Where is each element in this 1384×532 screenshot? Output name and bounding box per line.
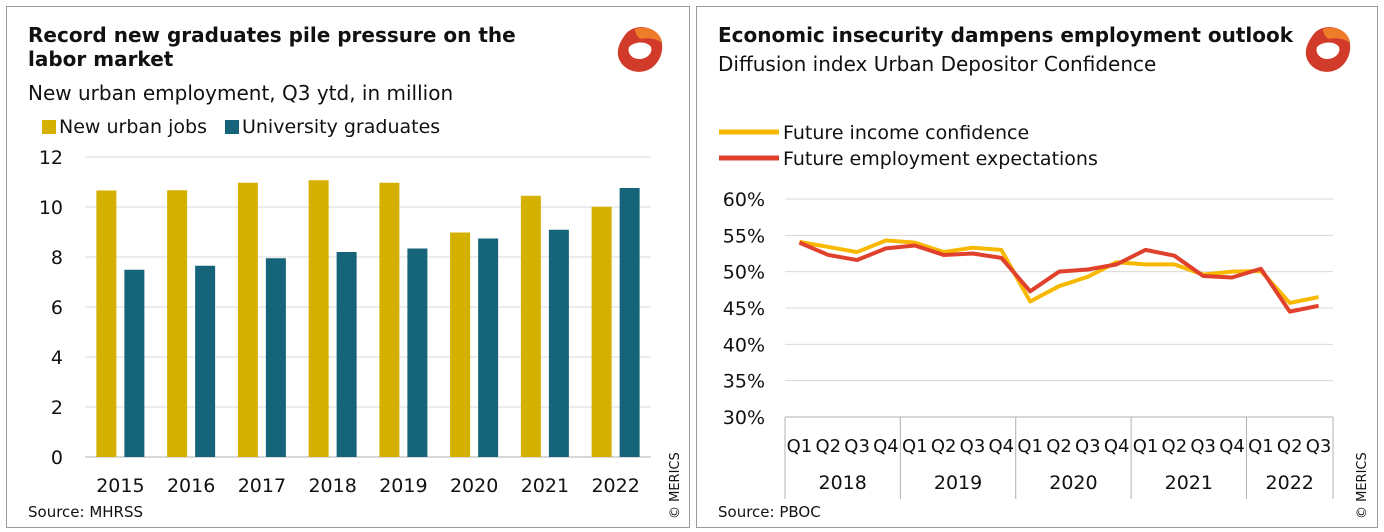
x-tick-label: Q3 — [844, 436, 870, 457]
right-chart-title: Economic insecurity dampens employment o… — [718, 23, 1294, 47]
y-tick-label: 12 — [39, 147, 63, 169]
y-tick-label: 6 — [51, 297, 63, 319]
bar-university-graduates — [195, 265, 216, 457]
x-tick-label: Q2 — [815, 436, 841, 457]
merics-logo-icon — [1305, 27, 1351, 72]
x-tick-label: Q3 — [1306, 436, 1332, 457]
line-chart: Future income confidence Future employmen… — [719, 122, 1334, 499]
legend-swatch-0 — [42, 120, 56, 134]
bar-university-graduates — [619, 188, 640, 457]
bar-university-graduates — [124, 269, 145, 457]
x-tick-label: 2021 — [521, 475, 569, 497]
right-chart-subtitle: Diffusion index Urban Depositor Confiden… — [718, 52, 1157, 76]
x-tick-label: Q3 — [960, 436, 986, 457]
year-label: 2019 — [934, 472, 982, 494]
x-tick-label: Q1 — [902, 436, 928, 457]
x-tick-label: Q2 — [1277, 436, 1303, 457]
y-tick-label: 35% — [723, 371, 765, 393]
x-tick-label: Q1 — [1248, 436, 1274, 457]
x-tick-label: Q4 — [1219, 436, 1245, 457]
y-tick-label: 2 — [51, 397, 63, 419]
legend-label-1: University graduates — [242, 116, 440, 138]
right-copyright: © MERICS — [1355, 452, 1370, 519]
x-tick-label: Q1 — [1017, 436, 1043, 457]
legend-label-0: Future income confidence — [783, 122, 1029, 144]
year-label: 2018 — [819, 472, 867, 494]
bar-new-urban-jobs — [96, 190, 117, 457]
x-tick-label: Q2 — [1046, 436, 1072, 457]
legend-label-1: Future employment expectations — [783, 148, 1098, 170]
bar-new-urban-jobs — [591, 206, 612, 457]
bar-new-urban-jobs — [167, 190, 188, 457]
bar-university-graduates — [336, 252, 357, 457]
x-tick-label: Q4 — [873, 436, 899, 457]
x-tick-label: Q1 — [787, 436, 813, 457]
left-source: Source: MHRSS — [28, 503, 144, 521]
y-tick-label: 55% — [723, 225, 765, 247]
y-tick-label: 0 — [51, 447, 63, 469]
y-tick-label: 8 — [51, 247, 63, 269]
bar-university-graduates — [548, 229, 569, 457]
left-title-line1: Record new graduates pile pressure on th… — [28, 23, 516, 47]
legend-swatch-1 — [224, 120, 239, 134]
y-tick-label: 40% — [723, 334, 765, 356]
x-tick-label: 2019 — [379, 475, 427, 497]
left-title-line2: labor market — [28, 47, 174, 71]
x-tick-label: Q3 — [1190, 436, 1216, 457]
left-chart-title: Record new graduates pile pressure on th… — [28, 23, 516, 71]
bar-university-graduates — [478, 238, 499, 457]
bar-chart: New urban jobs University graduates 0 2 4 6 8 1… — [39, 116, 651, 497]
bar-new-urban-jobs — [237, 182, 258, 457]
bar-university-graduates — [407, 248, 428, 457]
merics-logo-icon — [617, 27, 663, 72]
left-chart-panel: Record new graduates pile pressure on th… — [6, 6, 690, 528]
y-tick-label: 60% — [723, 189, 765, 211]
legend-label-0: New urban jobs — [59, 116, 207, 138]
bar-new-urban-jobs — [520, 195, 541, 457]
x-tick-label: Q2 — [1162, 436, 1188, 457]
left-copyright: © MERICS — [668, 452, 683, 519]
x-tick-label: 2016 — [167, 475, 215, 497]
series-line-future-income-confidence — [799, 238, 1319, 305]
year-label: 2021 — [1165, 472, 1213, 494]
bar-new-urban-jobs — [450, 232, 471, 457]
left-chart-subtitle: New urban employment, Q3 ytd, in million — [28, 81, 454, 105]
x-tick-label: 2015 — [96, 475, 144, 497]
y-tick-label: 45% — [723, 298, 765, 320]
year-label: 2022 — [1266, 472, 1314, 494]
series-line-future-employment-expectations — [798, 240, 1319, 314]
bar-new-urban-jobs — [379, 182, 400, 457]
x-tick-label: 2022 — [591, 475, 639, 497]
x-tick-label: 2020 — [450, 475, 498, 497]
bar-university-graduates — [265, 258, 286, 457]
right-chart-panel: Economic insecurity dampens employment o… — [696, 6, 1378, 528]
x-tick-label: Q4 — [989, 436, 1015, 457]
bar-new-urban-jobs — [308, 180, 329, 457]
y-tick-label: 4 — [51, 347, 63, 369]
y-tick-label: 10 — [39, 197, 63, 219]
x-tick-label: Q3 — [1075, 436, 1101, 457]
right-source: Source: PBOC — [718, 503, 821, 521]
year-label: 2020 — [1049, 472, 1097, 494]
x-tick-label: Q2 — [931, 436, 957, 457]
x-tick-label: 2017 — [238, 475, 286, 497]
y-tick-label: 50% — [723, 262, 765, 284]
x-tick-label: Q1 — [1133, 436, 1159, 457]
x-tick-label: Q4 — [1104, 436, 1130, 457]
y-tick-label: 30% — [723, 407, 765, 429]
x-tick-label: 2018 — [308, 475, 356, 497]
